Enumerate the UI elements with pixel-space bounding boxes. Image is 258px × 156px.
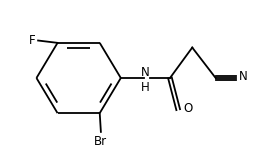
Text: N: N: [238, 70, 247, 83]
Text: N: N: [141, 66, 150, 79]
Text: H: H: [141, 81, 150, 94]
Text: O: O: [183, 102, 193, 115]
Text: Br: Br: [94, 135, 107, 148]
Text: F: F: [29, 34, 35, 47]
